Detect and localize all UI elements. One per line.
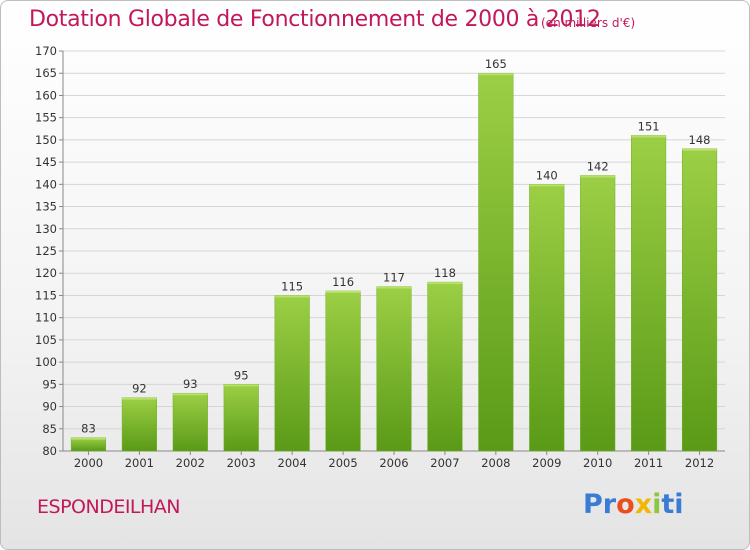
y-tick-label: 150 bbox=[35, 133, 57, 147]
bar-2012 bbox=[681, 148, 718, 452]
data-label-2007: 118 bbox=[434, 266, 456, 280]
data-label-2004: 115 bbox=[281, 279, 303, 293]
chart-title: Dotation Globale de Fonctionnement de 20… bbox=[29, 7, 601, 32]
y-tick-label: 125 bbox=[35, 244, 57, 258]
bar-highlight bbox=[122, 397, 157, 400]
logo-letter: i bbox=[652, 489, 662, 520]
data-label-2008: 165 bbox=[485, 57, 507, 71]
logo-letter: i bbox=[674, 489, 684, 520]
y-tick-label: 130 bbox=[35, 222, 57, 236]
logo-letter: r bbox=[602, 489, 617, 520]
bar-2005 bbox=[325, 290, 361, 452]
x-tick-label-2007: 2007 bbox=[430, 456, 459, 470]
proxiti-logo: Proxiti bbox=[583, 489, 684, 520]
x-tick-label-2008: 2008 bbox=[481, 456, 510, 470]
y-tick-label: 145 bbox=[35, 155, 57, 169]
y-tick-label: 120 bbox=[35, 266, 57, 280]
x-tick-label-2001: 2001 bbox=[125, 456, 154, 470]
data-labels: 83 92 93 95 115 116 117 118 165 140 142 151 148 bbox=[81, 57, 710, 435]
bar-highlight bbox=[376, 286, 412, 289]
bar-2010 bbox=[580, 175, 616, 452]
bar-2011 bbox=[631, 135, 667, 452]
bar-2004 bbox=[274, 295, 310, 452]
y-tick-label: 160 bbox=[35, 88, 57, 102]
data-label-2006: 117 bbox=[383, 271, 405, 285]
x-tick-label-2005: 2005 bbox=[328, 456, 357, 470]
bar-highlight bbox=[427, 282, 463, 285]
bar-2006 bbox=[376, 286, 412, 452]
bar-highlight bbox=[172, 393, 208, 396]
bar-highlight bbox=[478, 73, 514, 76]
logo-letter: o bbox=[616, 489, 635, 520]
bar-2003 bbox=[223, 384, 259, 452]
data-label-2005: 116 bbox=[332, 275, 354, 289]
bar-highlight bbox=[529, 184, 565, 187]
y-tick-label: 110 bbox=[35, 311, 57, 325]
x-tick-labels: 2000 2001 2002 2003 2004 2005 2006 2007 2008 2009… bbox=[74, 451, 714, 470]
bar-2007 bbox=[427, 281, 463, 452]
y-tick-label: 135 bbox=[35, 200, 57, 214]
y-tick-label: 105 bbox=[35, 333, 57, 347]
y-tick-label: 80 bbox=[42, 444, 57, 458]
bar-highlight bbox=[223, 384, 259, 387]
y-tick-label: 115 bbox=[35, 288, 57, 302]
bar-2001 bbox=[121, 397, 157, 452]
logo-letter: t bbox=[661, 489, 675, 520]
x-tick-label-2002: 2002 bbox=[176, 456, 205, 470]
bar-2002 bbox=[172, 392, 208, 452]
data-label-2012: 148 bbox=[689, 133, 711, 147]
data-label-2009: 140 bbox=[536, 168, 558, 182]
data-label-2000: 83 bbox=[81, 422, 96, 436]
bars bbox=[70, 72, 718, 452]
chart-subtitle: (en milliers d'€) bbox=[541, 16, 636, 30]
x-tick-label-2012: 2012 bbox=[685, 456, 714, 470]
y-tick-label: 90 bbox=[42, 400, 57, 414]
bar-highlight bbox=[325, 291, 361, 293]
data-label-2002: 93 bbox=[183, 377, 198, 391]
x-tick-label-2011: 2011 bbox=[634, 456, 663, 470]
bar-highlight bbox=[682, 148, 717, 151]
bar-2009 bbox=[529, 184, 565, 452]
y-tick-label: 155 bbox=[35, 111, 57, 125]
data-label-2001: 92 bbox=[132, 382, 147, 396]
bar-2008 bbox=[478, 72, 514, 452]
y-tick-label: 170 bbox=[35, 44, 57, 58]
x-tick-label-2009: 2009 bbox=[532, 456, 561, 470]
x-tick-label-2004: 2004 bbox=[278, 456, 307, 470]
x-tick-label-2000: 2000 bbox=[74, 456, 103, 470]
x-tick-label-2003: 2003 bbox=[227, 456, 256, 470]
bar-highlight bbox=[580, 175, 616, 178]
commune-name: ESPONDEILHAN bbox=[37, 496, 181, 518]
y-tick-label: 95 bbox=[42, 377, 57, 391]
logo-letter: x bbox=[634, 489, 653, 520]
data-label-2003: 95 bbox=[234, 368, 249, 382]
data-label-2011: 151 bbox=[638, 119, 660, 133]
x-tick-label-2006: 2006 bbox=[379, 456, 408, 470]
bar-highlight bbox=[71, 437, 106, 440]
y-tick-label: 165 bbox=[35, 66, 57, 80]
data-label-2010: 142 bbox=[587, 159, 609, 173]
y-tick-label: 140 bbox=[35, 177, 57, 191]
bar-highlight bbox=[274, 295, 310, 298]
y-tick-label: 85 bbox=[42, 422, 57, 436]
logo-letter: P bbox=[583, 489, 603, 520]
y-tick-label: 100 bbox=[35, 355, 57, 369]
x-tick-label-2010: 2010 bbox=[583, 456, 612, 470]
bar-highlight bbox=[631, 135, 666, 138]
y-tick-labels: 80 85 90 95 100 105 110 115 120 125 130 135 140 145 15… bbox=[35, 44, 57, 458]
